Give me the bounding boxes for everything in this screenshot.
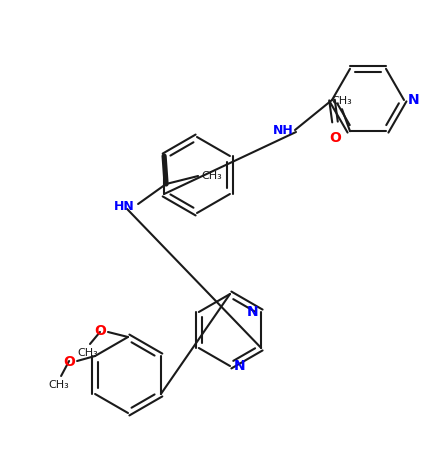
Text: CH₃: CH₃: [49, 380, 70, 390]
Text: NH: NH: [272, 123, 293, 136]
Text: CH₃: CH₃: [78, 348, 98, 358]
Text: HN: HN: [114, 200, 135, 213]
Text: N: N: [247, 305, 258, 319]
Text: CH₃: CH₃: [332, 96, 352, 106]
Text: O: O: [329, 131, 341, 145]
Text: CH₃: CH₃: [201, 171, 222, 181]
Text: N: N: [234, 359, 245, 373]
Text: N: N: [408, 93, 420, 107]
Text: O: O: [94, 324, 106, 338]
Text: O: O: [63, 355, 75, 369]
